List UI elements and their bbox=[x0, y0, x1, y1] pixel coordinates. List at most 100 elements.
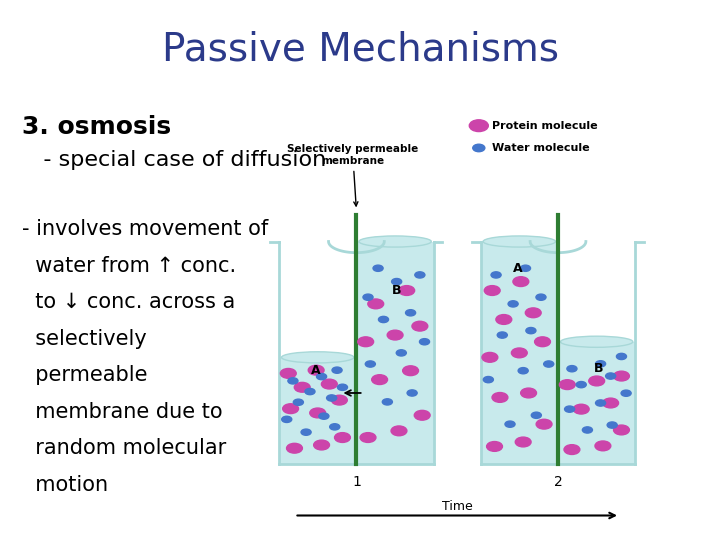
Circle shape bbox=[335, 433, 351, 442]
Circle shape bbox=[492, 393, 508, 402]
Text: motion: motion bbox=[22, 475, 108, 495]
Circle shape bbox=[469, 120, 488, 132]
Circle shape bbox=[487, 442, 503, 451]
Circle shape bbox=[606, 373, 616, 379]
Circle shape bbox=[491, 272, 501, 278]
Text: 1: 1 bbox=[352, 475, 361, 489]
Circle shape bbox=[282, 416, 292, 422]
Text: - special case of diffusion: - special case of diffusion bbox=[22, 150, 326, 170]
Circle shape bbox=[305, 388, 315, 395]
Bar bbox=[558, 342, 636, 464]
Circle shape bbox=[564, 406, 575, 412]
Circle shape bbox=[314, 440, 330, 450]
Circle shape bbox=[382, 399, 392, 405]
Circle shape bbox=[518, 368, 528, 374]
Text: Selectively permeable
membrane: Selectively permeable membrane bbox=[287, 144, 418, 206]
Circle shape bbox=[534, 337, 550, 347]
Text: to ↓ conc. across a: to ↓ conc. across a bbox=[22, 292, 235, 312]
Text: B: B bbox=[392, 284, 401, 297]
Circle shape bbox=[283, 404, 299, 414]
Bar bbox=[481, 241, 558, 464]
Circle shape bbox=[595, 441, 611, 451]
Circle shape bbox=[603, 398, 618, 408]
Circle shape bbox=[498, 332, 508, 338]
Circle shape bbox=[321, 379, 337, 389]
Text: membrane due to: membrane due to bbox=[22, 402, 222, 422]
Circle shape bbox=[559, 380, 575, 389]
Circle shape bbox=[595, 361, 606, 367]
Text: B: B bbox=[593, 362, 603, 375]
Circle shape bbox=[396, 350, 406, 356]
Circle shape bbox=[485, 286, 500, 295]
Ellipse shape bbox=[282, 352, 354, 363]
Circle shape bbox=[301, 429, 311, 435]
Text: A: A bbox=[311, 363, 321, 377]
Circle shape bbox=[511, 348, 527, 358]
Circle shape bbox=[360, 433, 376, 442]
Circle shape bbox=[308, 365, 324, 375]
Circle shape bbox=[496, 315, 512, 325]
Circle shape bbox=[332, 367, 342, 373]
Text: selectively: selectively bbox=[22, 329, 146, 349]
Circle shape bbox=[293, 399, 303, 406]
Circle shape bbox=[544, 361, 554, 367]
Text: 3. osmosis: 3. osmosis bbox=[22, 114, 171, 139]
Circle shape bbox=[536, 294, 546, 300]
Circle shape bbox=[526, 327, 536, 334]
Circle shape bbox=[516, 437, 531, 447]
Circle shape bbox=[379, 316, 389, 322]
Circle shape bbox=[331, 395, 347, 405]
Circle shape bbox=[483, 376, 493, 383]
Circle shape bbox=[365, 361, 375, 367]
Circle shape bbox=[317, 374, 327, 380]
Ellipse shape bbox=[483, 236, 556, 247]
Circle shape bbox=[405, 309, 415, 316]
Circle shape bbox=[319, 413, 329, 419]
Text: Protein molecule: Protein molecule bbox=[492, 120, 598, 131]
Circle shape bbox=[607, 422, 617, 428]
Circle shape bbox=[363, 294, 373, 300]
Circle shape bbox=[327, 395, 337, 401]
Circle shape bbox=[402, 366, 418, 376]
Circle shape bbox=[595, 400, 606, 406]
Text: A: A bbox=[513, 262, 523, 275]
Ellipse shape bbox=[560, 336, 633, 347]
Circle shape bbox=[294, 382, 310, 392]
Circle shape bbox=[288, 378, 298, 384]
Circle shape bbox=[280, 368, 296, 379]
Circle shape bbox=[521, 265, 531, 272]
Circle shape bbox=[613, 425, 629, 435]
Text: Time: Time bbox=[442, 500, 472, 513]
Circle shape bbox=[582, 427, 593, 433]
Circle shape bbox=[392, 279, 402, 285]
Circle shape bbox=[330, 424, 340, 430]
Circle shape bbox=[505, 421, 515, 427]
Circle shape bbox=[526, 308, 541, 318]
Circle shape bbox=[412, 321, 428, 331]
Circle shape bbox=[613, 371, 629, 381]
Circle shape bbox=[387, 330, 403, 340]
Bar bbox=[279, 357, 356, 464]
Text: 2: 2 bbox=[554, 475, 562, 489]
Circle shape bbox=[407, 390, 417, 396]
Circle shape bbox=[287, 443, 302, 453]
Circle shape bbox=[415, 272, 425, 278]
Circle shape bbox=[414, 410, 430, 420]
Bar bbox=[356, 241, 433, 464]
Ellipse shape bbox=[359, 236, 431, 247]
Circle shape bbox=[576, 382, 586, 388]
Circle shape bbox=[372, 375, 387, 384]
Circle shape bbox=[536, 419, 552, 429]
Circle shape bbox=[373, 265, 383, 272]
Text: Water molecule: Water molecule bbox=[492, 143, 590, 153]
Circle shape bbox=[521, 388, 536, 398]
Circle shape bbox=[616, 353, 626, 360]
Circle shape bbox=[531, 412, 541, 418]
Circle shape bbox=[358, 337, 374, 347]
Circle shape bbox=[391, 426, 407, 436]
Circle shape bbox=[420, 339, 430, 345]
Circle shape bbox=[310, 408, 325, 418]
Circle shape bbox=[567, 366, 577, 372]
Circle shape bbox=[473, 144, 485, 152]
Circle shape bbox=[573, 404, 589, 414]
